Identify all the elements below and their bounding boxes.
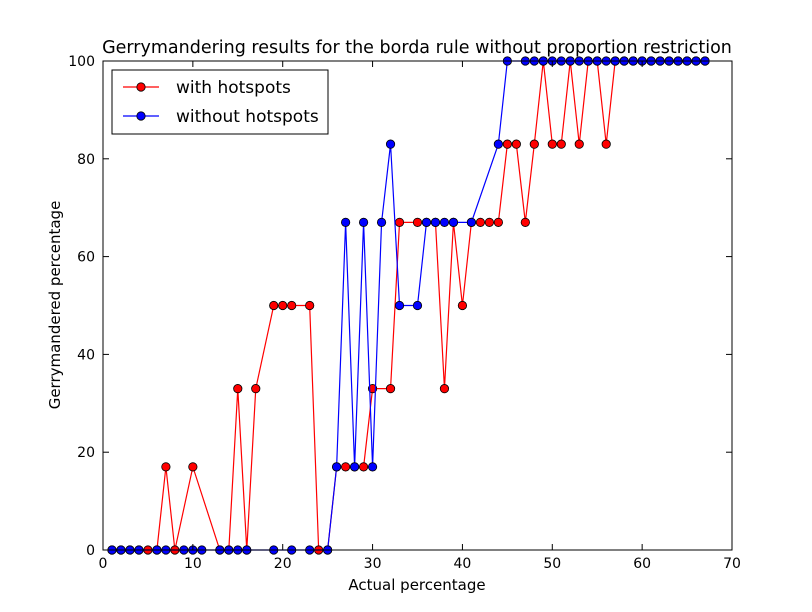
data-point-with-hotspots	[385, 384, 396, 394]
y-tick-label: 100	[68, 54, 95, 70]
data-point-with-hotspots	[305, 300, 315, 311]
data-point-without-hotspots	[394, 300, 405, 311]
data-point-without-hotspots	[493, 139, 503, 149]
y-tick-label: 60	[77, 250, 95, 266]
y-tick-label: 0	[86, 543, 95, 559]
x-tick-label: 20	[274, 556, 292, 572]
data-point-with-hotspots	[251, 384, 261, 394]
data-point-with-hotspots	[233, 384, 243, 394]
legend-label-with-hotspots: with hotspots	[176, 78, 291, 98]
x-tick-label: 50	[543, 556, 561, 572]
data-point-without-hotspots	[466, 217, 477, 227]
data-point-with-hotspots	[412, 217, 423, 227]
x-tick-label: 40	[454, 556, 472, 572]
data-point-with-hotspots	[457, 300, 468, 311]
y-axis-label: Gerrymandered percentage	[46, 201, 64, 410]
legend: with hotspots without hotspots	[111, 69, 329, 135]
data-point-with-hotspots	[475, 217, 485, 227]
data-point-without-hotspots	[430, 217, 441, 227]
data-point-with-hotspots	[188, 462, 198, 472]
data-point-without-hotspots	[439, 217, 450, 227]
data-point-with-hotspots	[358, 462, 369, 472]
x-tick-label: 10	[184, 556, 202, 572]
data-point-with-hotspots	[556, 139, 566, 149]
x-tick-label: 0	[99, 556, 108, 572]
data-point-with-hotspots	[394, 217, 405, 227]
legend-label-without-hotspots: without hotspots	[176, 107, 319, 127]
data-point-with-hotspots	[529, 139, 539, 149]
data-point-with-hotspots	[269, 300, 279, 311]
data-point-with-hotspots	[439, 384, 450, 394]
legend-box	[111, 69, 329, 135]
data-point-without-hotspots	[376, 217, 387, 227]
data-point-without-hotspots	[448, 217, 459, 227]
y-tick-label: 80	[77, 152, 95, 168]
data-point-with-hotspots	[502, 139, 512, 149]
chart-title: Gerrymandering results for the borda rul…	[102, 38, 732, 58]
legend-marker-with-hotspots	[136, 82, 146, 92]
legend-marker-without-hotspots	[136, 111, 146, 121]
data-point-with-hotspots	[511, 139, 521, 149]
data-point-with-hotspots	[341, 462, 351, 472]
x-tick-label: 60	[633, 556, 651, 572]
data-point-without-hotspots	[367, 462, 378, 472]
data-point-without-hotspots	[341, 217, 351, 227]
data-point-with-hotspots	[520, 217, 530, 227]
data-point-with-hotspots	[278, 300, 288, 311]
data-point-with-hotspots	[161, 462, 171, 472]
data-point-without-hotspots	[358, 217, 369, 227]
data-point-with-hotspots	[547, 139, 557, 149]
axis-ticks: 0 10 20 30 40 50 60 70 0 20 40 60 80 100	[68, 54, 741, 572]
plot-frame	[102, 60, 733, 551]
x-tick-label: 30	[364, 556, 382, 572]
y-tick-label: 40	[77, 347, 95, 363]
x-axis-label: Actual percentage	[348, 576, 485, 594]
data-point-with-hotspots	[493, 217, 503, 227]
data-point-with-hotspots	[574, 139, 584, 149]
y-tick-label: 20	[77, 445, 95, 461]
data-point-without-hotspots	[412, 300, 423, 311]
data-point-with-hotspots	[484, 217, 494, 227]
data-point-with-hotspots	[367, 384, 378, 394]
data-point-without-hotspots	[332, 462, 342, 472]
data-point-without-hotspots	[421, 217, 432, 227]
x-tick-label: 70	[723, 556, 741, 572]
data-point-without-hotspots	[385, 139, 396, 149]
data-point-with-hotspots	[287, 300, 297, 311]
data-point-without-hotspots	[349, 462, 360, 472]
data-point-with-hotspots	[601, 139, 611, 149]
